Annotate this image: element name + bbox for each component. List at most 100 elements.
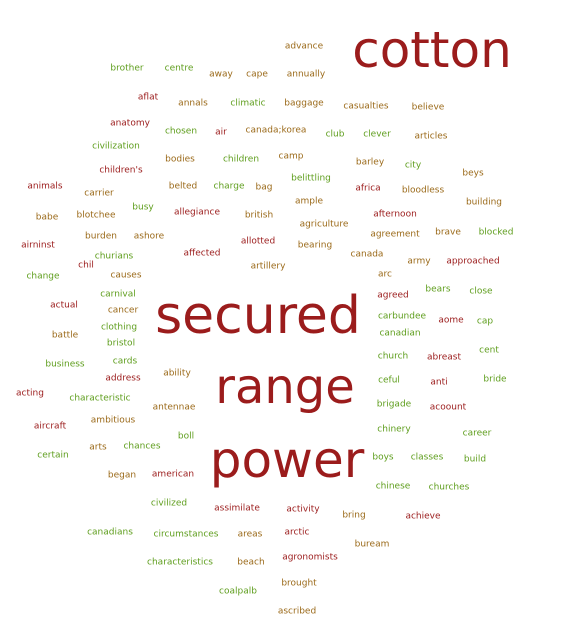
word-bride: bride xyxy=(483,374,507,385)
word-buream: buream xyxy=(354,539,390,550)
word-ashore: ashore xyxy=(133,231,165,242)
word-career: career xyxy=(462,428,492,439)
word-arts: arts xyxy=(89,442,107,453)
word-animals: animals xyxy=(27,181,63,192)
word-british: british xyxy=(244,210,274,221)
word-assimilate: assimilate xyxy=(214,503,260,514)
word-barley: barley xyxy=(355,157,385,168)
word-church: church xyxy=(377,351,409,362)
word-club: club xyxy=(325,129,345,140)
word-afternoon: afternoon xyxy=(373,209,417,220)
word-baggage: baggage xyxy=(284,98,324,109)
word-agreement: agreement xyxy=(370,229,420,240)
word-abreast: abreast xyxy=(426,352,462,363)
word-children: children xyxy=(222,154,260,165)
word-bearing: bearing xyxy=(297,240,333,251)
word-achieve: achieve xyxy=(405,511,441,522)
word-brother: brother xyxy=(110,63,144,74)
word-beys: beys xyxy=(462,168,484,179)
word-causes: causes xyxy=(110,270,142,281)
word-airninst: airninst xyxy=(21,240,55,251)
word-babe: babe xyxy=(35,212,59,223)
word-ample: ample xyxy=(294,196,324,207)
word-canada: canada xyxy=(350,249,384,260)
word-civilized: civilized xyxy=(150,498,188,509)
word-close: close xyxy=(469,286,493,297)
word-cancer: cancer xyxy=(107,305,139,316)
word-ascribed: ascribed xyxy=(277,606,317,617)
word-agriculture: agriculture xyxy=(299,219,349,230)
word-antennae: antennae xyxy=(152,402,196,413)
word-aflat: aflat xyxy=(137,92,159,103)
word-africa: africa xyxy=(355,183,381,194)
word-cape: cape xyxy=(246,69,268,80)
word-characteristics: characteristics xyxy=(147,557,213,568)
word-ceful: ceful xyxy=(378,375,400,386)
word-carrier: carrier xyxy=(84,188,114,199)
word-coalpalb: coalpalb xyxy=(219,586,257,597)
word-believe: believe xyxy=(411,102,445,113)
word-power: power xyxy=(209,431,365,489)
word-actual: actual xyxy=(50,300,78,311)
word-charge: charge xyxy=(213,181,245,192)
word-cap: cap xyxy=(476,316,494,327)
word-climatic: climatic xyxy=(230,98,266,109)
word-areas: areas xyxy=(237,529,263,540)
word-change: change xyxy=(26,271,60,282)
word-cent: cent xyxy=(479,345,499,356)
word-churians: churians xyxy=(94,251,134,262)
word-affected: affected xyxy=(183,248,221,259)
word-chinery: chinery xyxy=(377,424,411,435)
word-chinese: chinese xyxy=(375,481,411,492)
word-annals: annals xyxy=(178,98,208,109)
word-agreed: agreed xyxy=(377,290,409,301)
word-battle: battle xyxy=(51,330,79,341)
word-ambitious: ambitious xyxy=(90,415,136,426)
word-chil: chil xyxy=(78,260,94,271)
word-children-s: children's xyxy=(99,165,143,176)
word-beach: beach xyxy=(237,557,265,568)
word-churches: churches xyxy=(428,482,470,493)
word-cards: cards xyxy=(112,356,138,367)
word-brigade: brigade xyxy=(376,399,412,410)
word-chances: chances xyxy=(123,441,161,452)
word-city: city xyxy=(404,160,422,171)
word-range: range xyxy=(215,359,355,415)
word-secured: secured xyxy=(155,286,361,346)
word-belittling: belittling xyxy=(291,173,331,184)
word-bears: bears xyxy=(425,284,451,295)
word-certain: certain xyxy=(37,450,69,461)
word-canadian: canadian xyxy=(379,328,421,339)
word-camp: camp xyxy=(278,151,304,162)
word-boys: boys xyxy=(372,452,394,463)
word-approached: approached xyxy=(446,256,500,267)
word-belted: belted xyxy=(168,181,198,192)
word-arctic: arctic xyxy=(284,527,310,538)
word-boll: boll xyxy=(177,431,195,442)
word-build: build xyxy=(463,454,487,465)
word-artillery: artillery xyxy=(250,261,286,272)
word-cotton: cotton xyxy=(352,21,512,79)
word-ability: ability xyxy=(163,368,191,379)
word-bag: bag xyxy=(255,182,273,193)
word-chosen: chosen xyxy=(164,126,198,137)
word-characteristic: characteristic xyxy=(69,393,131,404)
word-began: began xyxy=(107,470,137,481)
word-building: building xyxy=(465,197,503,208)
word-air: air xyxy=(215,127,227,138)
word-address: address xyxy=(105,373,141,384)
word-anti: anti xyxy=(430,377,448,388)
word-american: american xyxy=(151,469,195,480)
word-clothing: clothing xyxy=(100,322,138,333)
word-blocked: blocked xyxy=(478,227,514,238)
word-allotted: allotted xyxy=(240,236,276,247)
word-circumstances: circumstances xyxy=(153,529,219,540)
word-agronomists: agronomists xyxy=(282,552,338,563)
word-acoount: acoount xyxy=(429,402,467,413)
word-away: away xyxy=(209,69,233,80)
word-activity: activity xyxy=(286,504,320,515)
word-business: business xyxy=(45,359,85,370)
word-brave: brave xyxy=(435,227,461,238)
word-advance: advance xyxy=(284,41,324,52)
